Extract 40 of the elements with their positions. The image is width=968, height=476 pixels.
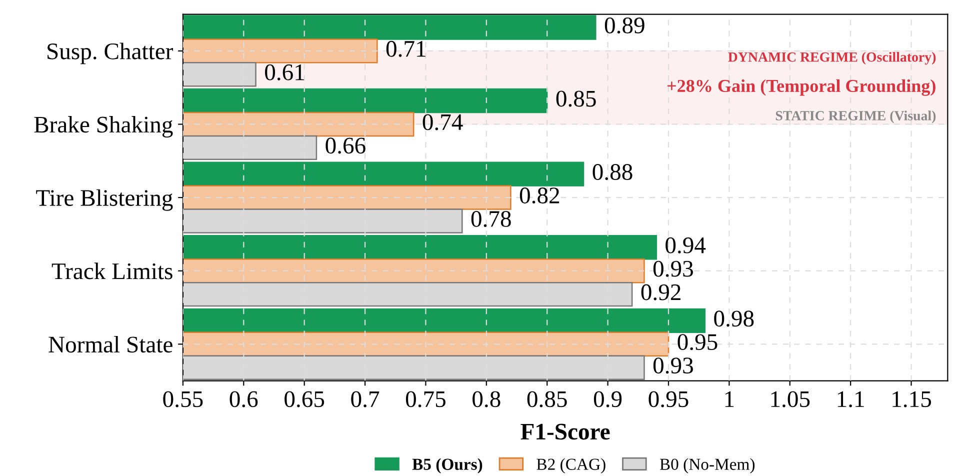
y-tick-label: Susp. Chatter <box>48 42 174 64</box>
data-label: 0.89 <box>604 17 644 34</box>
x-tick-label: 0.8 <box>472 391 500 408</box>
annotation: +28% Gain (Temporal Grounding) <box>668 79 936 96</box>
data-label: 0.74 <box>422 114 463 130</box>
x-tick-label: 0.6 <box>230 391 258 408</box>
data-label: 0.92 <box>641 284 680 300</box>
data-label: 0.82 <box>520 188 560 204</box>
legend-label: B2 (CAG) <box>536 458 606 474</box>
y-tick-label: Tire Blistering <box>36 189 173 211</box>
data-label: 0.93 <box>653 260 693 277</box>
data-label: 0.78 <box>471 210 511 228</box>
y-tick-label: Brake Shaking <box>34 116 173 138</box>
x-tick-label: 1.15 <box>892 391 931 408</box>
x-tick-label: 1.05 <box>771 391 810 408</box>
x-tick-label: 0.9 <box>594 391 622 408</box>
data-label: 0.95 <box>678 334 718 350</box>
x-tick-label: 0.7 <box>351 391 380 408</box>
y-tick-label: Track Limits <box>52 262 172 280</box>
x-tick-label: 1 <box>725 391 734 407</box>
x-tick-label: 0.95 <box>648 391 688 408</box>
data-label: 0.85 <box>556 90 596 107</box>
x-tick-label: 1.1 <box>838 391 864 408</box>
x-tick-label: 0.75 <box>406 391 446 408</box>
y-tick-label: Normal State <box>48 336 172 353</box>
annotation: STATIC REGIME (Visual) <box>776 110 936 124</box>
data-label: 0.98 <box>714 310 754 327</box>
legend-label: B0 (No-Mem) <box>660 458 755 474</box>
data-label: 0.93 <box>653 358 693 374</box>
data-label: 0.61 <box>265 64 304 80</box>
data-label: 0.94 <box>666 237 706 254</box>
data-label: 0.66 <box>326 138 366 154</box>
data-label: 0.71 <box>386 40 426 57</box>
data-label: 0.88 <box>592 164 632 180</box>
x-tick-label: 0.65 <box>284 391 324 408</box>
legend-label: B5 (Ours) <box>412 458 482 474</box>
x-tick-label: 0.85 <box>527 391 567 408</box>
x-axis-title: F1-Score <box>520 424 610 440</box>
x-tick-label: 0.55 <box>163 391 203 408</box>
annotation: DYNAMIC REGIME (Oscillatory) <box>728 52 936 65</box>
